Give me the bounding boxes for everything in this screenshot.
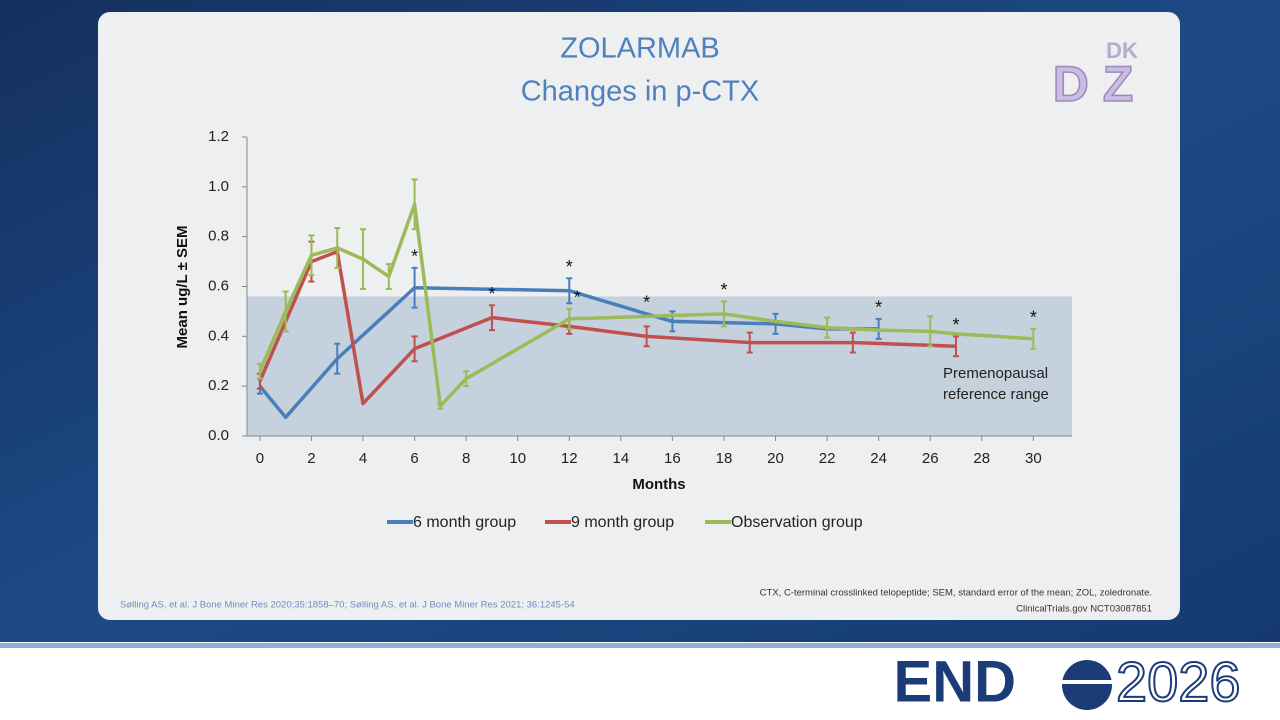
- logo-text: D Z: [1053, 56, 1134, 112]
- x-tick-label: 14: [612, 450, 629, 467]
- reference-band: [247, 296, 1072, 436]
- x-tick-label: 12: [561, 450, 578, 467]
- reference-label: Premenopausal: [943, 365, 1048, 382]
- title-line: ZOLARMAB: [560, 33, 720, 65]
- legend-label: 6 month group: [413, 514, 516, 531]
- brand: END: [894, 649, 1016, 714]
- significance-marker: *: [1030, 308, 1037, 328]
- significance-marker: *: [720, 280, 727, 300]
- logo-text: DK: [1106, 38, 1138, 63]
- significance-marker: *: [952, 315, 959, 335]
- brand: 2026: [1116, 650, 1241, 713]
- significance-marker: *: [574, 288, 581, 308]
- x-tick-label: 10: [509, 450, 526, 467]
- y-tick-label: 0.0: [208, 427, 229, 444]
- x-tick-label: 26: [922, 450, 939, 467]
- brand-globe-band: [1060, 680, 1114, 684]
- series-line: [258, 249, 957, 406]
- references: Sølling AS, et al. J Bone Miner Res 2020…: [120, 600, 575, 611]
- x-tick-label: 30: [1025, 450, 1042, 467]
- y-tick-label: 1.2: [208, 128, 229, 145]
- x-tick-label: 20: [767, 450, 784, 467]
- title-line: Changes in p-CTX: [521, 76, 760, 108]
- x-tick-label: 0: [256, 450, 264, 467]
- legend-label: 9 month group: [571, 514, 674, 531]
- x-tick-label: 22: [819, 450, 836, 467]
- series-line: [258, 202, 1034, 408]
- x-tick-label: 4: [359, 450, 367, 467]
- reference-label: reference range: [943, 386, 1049, 403]
- y-tick-label: 0.8: [208, 228, 229, 245]
- x-tick-label: 24: [870, 450, 887, 467]
- stripe: [0, 643, 1280, 648]
- footnote: CTX, C-terminal crosslinked telopeptide;…: [760, 588, 1152, 599]
- significance-marker: *: [411, 247, 418, 267]
- x-tick-label: 28: [973, 450, 990, 467]
- y-tick-label: 0.4: [208, 327, 229, 344]
- footnote: ClinicalTrials.gov NCT03087851: [1016, 604, 1152, 615]
- significance-marker: *: [566, 257, 573, 277]
- y-tick-label: 0.6: [208, 277, 229, 294]
- x-tick-label: 6: [410, 450, 418, 467]
- x-tick-label: 2: [307, 450, 315, 467]
- significance-marker: *: [488, 284, 495, 304]
- x-tick-label: 16: [664, 450, 681, 467]
- x-tick-label: 18: [716, 450, 733, 467]
- brand-globe: [1062, 660, 1112, 710]
- legend-label: Observation group: [731, 514, 863, 531]
- y-tick-label: 0.2: [208, 377, 229, 394]
- x-tick-label: 8: [462, 450, 470, 467]
- significance-marker: *: [643, 293, 650, 313]
- x-axis-label: Months: [632, 476, 685, 493]
- y-tick-label: 1.0: [208, 178, 229, 195]
- error-bar: [1030, 327, 1037, 350]
- significance-marker: *: [875, 298, 882, 318]
- y-axis-label: Mean ug/L ± SEM: [174, 226, 191, 349]
- series-line: [258, 285, 879, 420]
